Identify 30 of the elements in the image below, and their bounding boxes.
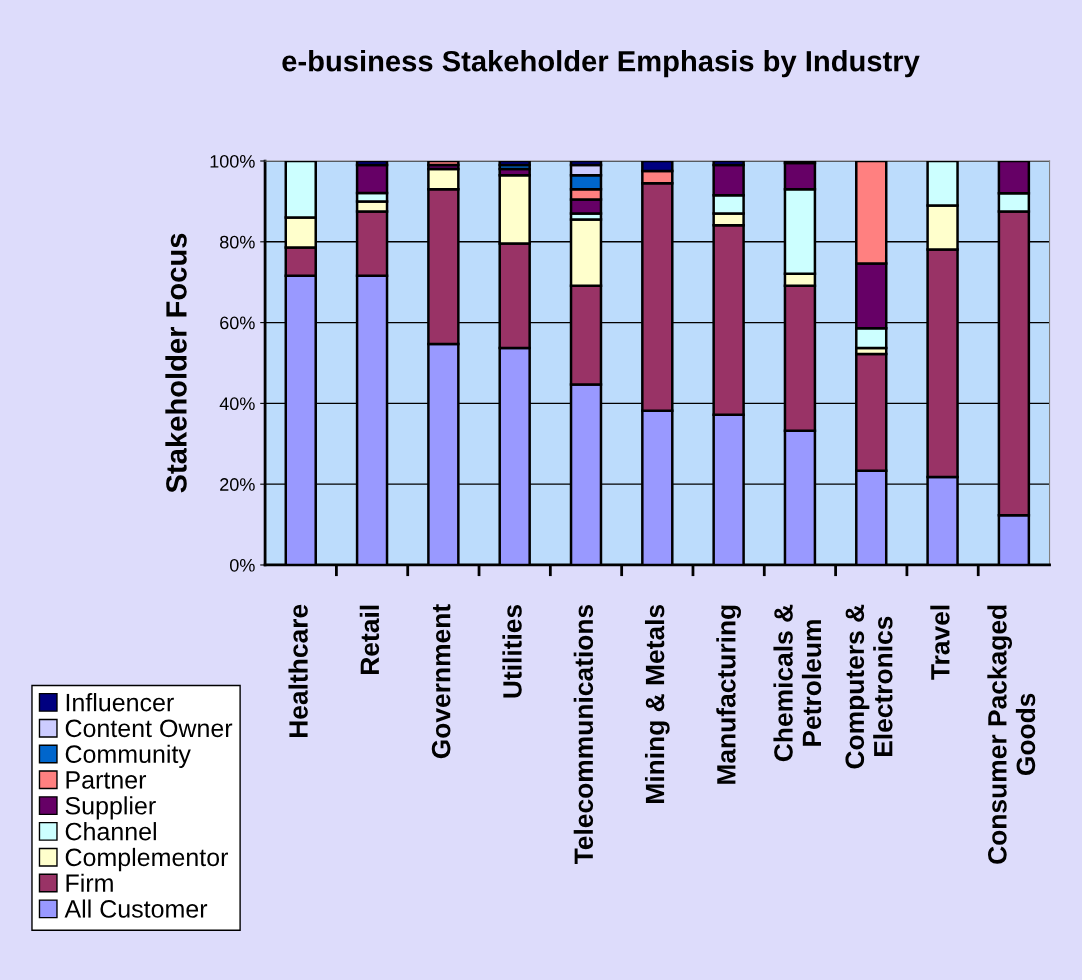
x-tick-label: Government	[431, 604, 451, 759]
y-tick-label: 60%	[220, 316, 255, 330]
bar	[427, 161, 460, 167]
bar	[498, 161, 531, 167]
x-tick-label: Retail	[359, 605, 380, 674]
legend-label: Complementor	[65, 847, 229, 872]
x-tick-label: Consumer Packaged Goods	[987, 605, 1036, 864]
legend-label: Channel	[65, 822, 156, 841]
legend-label: Firm	[66, 873, 113, 892]
y-tick-label: 40%	[219, 397, 255, 411]
legend-label: Content Owner	[65, 719, 233, 738]
y-tick-label: 80%	[220, 235, 255, 249]
x-tick-label: Healthcare	[288, 604, 308, 738]
x-tick-label: Chemicals & Petroleum	[773, 604, 822, 762]
legend-label: All Customer	[64, 899, 208, 918]
x-tick-label: Telecommunications	[573, 604, 594, 865]
y-tick-label: 0%	[229, 558, 255, 572]
legend-label: Supplier	[65, 796, 156, 820]
chart-title: e-business Stakeholder Emphasis by Industry	[282, 50, 920, 78]
legend-label: Influencer	[66, 693, 174, 712]
y-tick-label: 100%	[210, 154, 255, 168]
y-axis-title: Stakeholder Focus	[165, 233, 187, 493]
y-tick-label: 20%	[220, 478, 255, 491]
x-tick-label: Travel	[930, 605, 950, 680]
x-tick-label: Utilities	[502, 604, 522, 698]
x-tick-label: Mining & Metals	[644, 604, 670, 803]
x-tick-label: Manufacturing	[716, 605, 741, 784]
legend-label: Community	[65, 744, 191, 768]
legend-label: Partner	[66, 771, 147, 789]
x-tick-label: Computers & Electronics	[845, 604, 893, 769]
